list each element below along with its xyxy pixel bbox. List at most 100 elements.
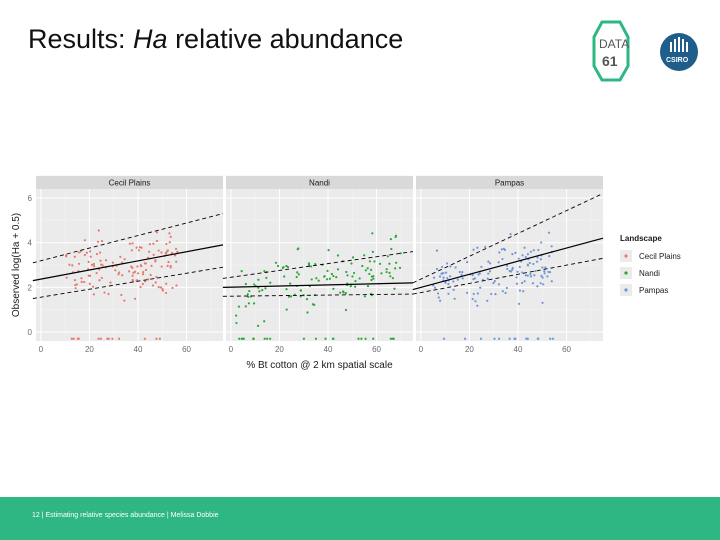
- data-point-nandi: [385, 268, 388, 271]
- data-point-nandi: [276, 264, 280, 268]
- data-point-nandi: [324, 337, 327, 340]
- fit-line-nandi: [222, 282, 414, 288]
- data-point-nandi: [394, 267, 397, 270]
- data-point-nandi: [368, 272, 371, 276]
- data-point-pampas: [518, 289, 522, 292]
- data-point-pampas: [550, 280, 553, 283]
- data-point-pampas: [526, 264, 530, 267]
- data-point-cecil-plains: [92, 293, 95, 296]
- legend-title: Landscape: [620, 234, 662, 243]
- data-point-pampas: [444, 281, 447, 284]
- data-point-pampas: [547, 231, 551, 234]
- data-point-cecil-plains: [74, 287, 77, 290]
- data-point-nandi: [263, 320, 266, 323]
- data-point-nandi: [261, 289, 264, 292]
- data-point-cecil-plains: [176, 250, 179, 253]
- data-point-nandi: [370, 278, 373, 282]
- x-tick-label: 40: [134, 345, 143, 354]
- data-point-pampas: [537, 337, 540, 340]
- x-tick-label: 60: [182, 345, 191, 354]
- data-point-nandi: [352, 271, 356, 275]
- data-point-nandi: [358, 277, 361, 280]
- data-point-cecil-plains: [97, 229, 100, 232]
- y-tick-label: 2: [28, 283, 33, 292]
- data-point-cecil-plains: [167, 260, 170, 264]
- data-point-cecil-plains: [133, 297, 137, 300]
- data-point-nandi: [297, 247, 300, 250]
- data-point-pampas: [501, 290, 504, 293]
- data-point-pampas: [501, 257, 504, 261]
- y-tick-label: 4: [28, 239, 33, 248]
- data61-line1: DATA: [599, 37, 629, 51]
- data-point-nandi: [281, 266, 284, 269]
- data-point-nandi: [264, 287, 267, 290]
- data-point-cecil-plains: [99, 337, 102, 340]
- data-point-cecil-plains: [157, 249, 160, 252]
- data-point-nandi: [330, 272, 334, 276]
- data-point-pampas: [460, 273, 463, 276]
- data-point-pampas: [516, 270, 519, 273]
- data-point-cecil-plains: [65, 254, 68, 257]
- data-point-cecil-plains: [99, 251, 102, 254]
- x-tick-label: 60: [562, 345, 571, 354]
- data-point-pampas: [526, 274, 529, 277]
- data-point-nandi: [269, 337, 272, 340]
- data-point-pampas: [537, 248, 540, 252]
- data-point-pampas: [445, 262, 449, 265]
- data-point-pampas: [498, 337, 501, 340]
- data-point-cecil-plains: [144, 280, 147, 283]
- data-point-pampas: [461, 271, 464, 274]
- data-point-cecil-plains: [109, 281, 112, 284]
- data-point-pampas: [435, 267, 439, 271]
- data-point-nandi: [351, 275, 354, 278]
- data-point-nandi: [242, 337, 245, 340]
- data-point-cecil-plains: [166, 264, 169, 267]
- data-point-nandi: [398, 266, 402, 269]
- data-point-pampas: [488, 270, 492, 273]
- strip-label-nandi: Nandi: [309, 179, 330, 188]
- data-point-nandi: [395, 261, 398, 264]
- data-point-pampas: [509, 270, 513, 273]
- x-tick-label: 0: [419, 345, 424, 354]
- data-point-nandi: [307, 263, 311, 266]
- data-point-nandi: [368, 260, 372, 263]
- data-point-pampas: [476, 304, 479, 307]
- title-suffix: relative abundance: [167, 24, 404, 54]
- data-point-nandi: [295, 275, 298, 279]
- data-point-pampas: [534, 270, 537, 273]
- data-point-cecil-plains: [123, 258, 126, 261]
- data-point-pampas: [486, 299, 489, 302]
- data-point-nandi: [240, 270, 243, 273]
- data-point-pampas: [442, 276, 445, 279]
- data-point-cecil-plains: [73, 279, 77, 282]
- data-point-pampas: [532, 262, 535, 266]
- data-point-cecil-plains: [135, 246, 138, 249]
- data61-logo: DATA 61: [592, 20, 630, 82]
- fit-line-cecil-plains: [32, 244, 224, 282]
- data-point-cecil-plains: [152, 253, 155, 256]
- data-point-nandi: [393, 287, 396, 290]
- data-point-cecil-plains: [155, 231, 158, 234]
- x-tick-label: 0: [39, 345, 44, 354]
- data-point-pampas: [526, 337, 529, 340]
- data-point-nandi: [265, 276, 268, 279]
- data-point-nandi: [346, 274, 349, 277]
- data-point-nandi: [326, 269, 329, 272]
- strip-pampas: [416, 176, 603, 189]
- data-point-cecil-plains: [119, 255, 122, 258]
- data-point-cecil-plains: [137, 272, 140, 275]
- data-point-cecil-plains: [173, 254, 177, 257]
- data-point-cecil-plains: [150, 264, 153, 268]
- data-point-cecil-plains: [117, 273, 120, 276]
- data-point-pampas: [521, 271, 524, 274]
- data-point-nandi: [378, 262, 382, 265]
- data-point-pampas: [526, 253, 529, 256]
- data-point-nandi: [394, 235, 397, 239]
- data-point-nandi: [339, 291, 342, 294]
- data-point-pampas: [543, 270, 546, 273]
- data-point-cecil-plains: [92, 264, 96, 268]
- data-point-cecil-plains: [137, 249, 141, 252]
- data-point-pampas: [452, 280, 455, 283]
- data-point-nandi: [323, 275, 326, 278]
- x-tick-label: 40: [324, 345, 333, 354]
